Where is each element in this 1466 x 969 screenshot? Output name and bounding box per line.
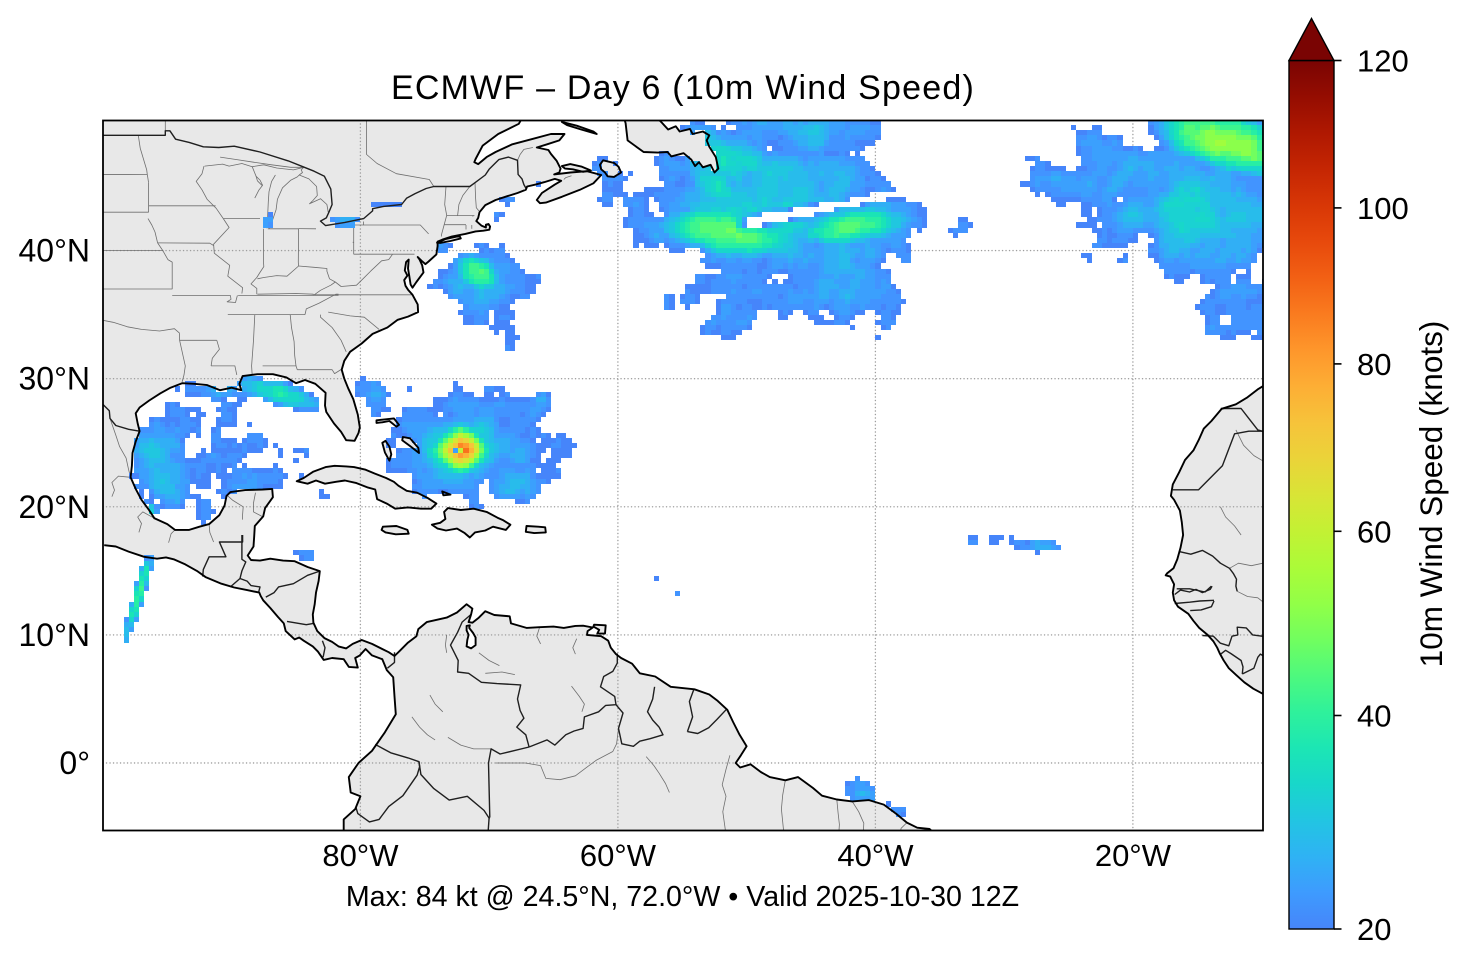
svg-text:40°N: 40°N <box>19 233 91 269</box>
svg-text:20: 20 <box>1357 912 1391 947</box>
svg-text:20°W: 20°W <box>1095 838 1172 873</box>
svg-text:60°W: 60°W <box>580 838 657 873</box>
svg-text:20°N: 20°N <box>19 489 91 525</box>
svg-text:40°W: 40°W <box>837 838 914 873</box>
svg-text:100: 100 <box>1357 191 1409 226</box>
svg-text:80: 80 <box>1357 347 1391 382</box>
svg-text:120: 120 <box>1357 44 1409 79</box>
svg-text:60: 60 <box>1357 514 1391 549</box>
svg-text:ECMWF – Day 6 (10m Wind Speed): ECMWF – Day 6 (10m Wind Speed) <box>391 69 975 107</box>
svg-text:30°N: 30°N <box>19 361 91 397</box>
svg-text:10m Wind Speed (knots): 10m Wind Speed (knots) <box>1413 321 1449 668</box>
svg-text:10°N: 10°N <box>19 617 91 653</box>
svg-text:40: 40 <box>1357 699 1391 734</box>
svg-text:0°: 0° <box>59 745 90 781</box>
svg-text:Max: 84 kt @ 24.5°N, 72.0°W •: Max: 84 kt @ 24.5°N, 72.0°W • Valid 2025… <box>346 881 1019 913</box>
svg-text:80°W: 80°W <box>322 838 399 873</box>
